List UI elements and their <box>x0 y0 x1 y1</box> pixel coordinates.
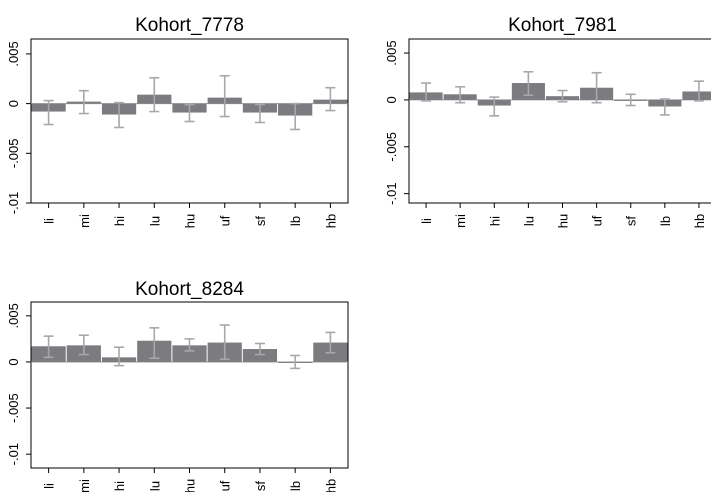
x-tick-label: uf <box>590 215 605 226</box>
x-tick-label: mi <box>77 214 92 228</box>
x-tick-label: lb <box>288 481 303 491</box>
error-bar-lb <box>290 354 301 370</box>
x-tick-label: lu <box>147 216 162 226</box>
error-bar-hu <box>557 89 568 103</box>
plot-frame <box>408 38 711 204</box>
y-tick-label: -.01 <box>384 182 399 204</box>
error-bar-li <box>43 99 54 126</box>
x-tick-label: mi <box>77 479 92 492</box>
error-bar-hu <box>184 338 195 352</box>
y-axis: .005 0 -.005 -.01 <box>6 41 31 214</box>
x-tick-label: hb <box>323 479 338 492</box>
panel-kohort-7981: Kohort_7981 .005 0 -.005 -.01 li mi hi lu hu uf s… <box>384 15 711 228</box>
error-bar-li <box>421 82 432 102</box>
error-bar-hb <box>325 331 336 354</box>
error-bar-hi <box>489 96 500 117</box>
x-tick-label: hb <box>692 214 707 228</box>
x-tick-label: sf <box>253 216 268 227</box>
error-bar-uf <box>219 324 230 360</box>
bar-hu <box>172 345 207 362</box>
x-tick-label: uf <box>218 480 233 491</box>
x-tick-label: hu <box>556 214 571 228</box>
y-tick-label: .005 <box>6 41 21 66</box>
x-axis: li mi hi lu hu uf sf lb hb <box>419 203 707 228</box>
x-tick-label: uf <box>218 215 233 226</box>
x-tick-label: li <box>419 218 434 224</box>
error-bar-hu <box>184 103 195 123</box>
y-tick-label: -.005 <box>6 138 21 168</box>
y-tick-label: -.01 <box>6 443 21 465</box>
bar-hb <box>682 91 711 100</box>
error-bar-sf <box>254 103 265 124</box>
x-tick-label: hi <box>112 481 127 491</box>
x-tick-label: lb <box>658 216 673 226</box>
error-bar-lu <box>149 327 160 360</box>
y-tick-label: -.005 <box>6 393 21 423</box>
x-tick-label: mi <box>453 214 468 228</box>
chart-title: Kohort_7981 <box>508 15 617 36</box>
plot-frame <box>30 301 349 469</box>
y-tick-label: 0 <box>6 100 21 107</box>
x-tick-label: hi <box>487 216 502 226</box>
error-bar-hi <box>114 101 125 129</box>
x-tick-label: sf <box>253 481 268 492</box>
error-bar-lu <box>523 71 534 97</box>
y-tick-label: .005 <box>384 40 399 65</box>
bar-series <box>31 324 348 370</box>
x-tick-label: lu <box>521 216 536 226</box>
error-bar-mi <box>78 334 89 356</box>
x-tick-label: li <box>42 483 57 489</box>
error-bar-mi <box>455 85 466 104</box>
bar-series <box>31 74 348 131</box>
error-bar-uf <box>219 74 230 118</box>
panel-kohort-8284: Kohort_8284 .005 0 -.005 -.01 li mi hi lu hu uf s… <box>6 279 349 492</box>
y-tick-label: .005 <box>6 303 21 328</box>
error-bar-hb <box>693 80 704 102</box>
x-tick-label: hu <box>183 479 198 492</box>
error-bar-uf <box>591 71 602 104</box>
x-tick-label: lb <box>288 216 303 226</box>
y-axis: .005 0 -.005 -.01 <box>384 40 409 205</box>
chart-title: Kohort_8284 <box>135 279 244 300</box>
x-axis: li mi hi lu hu uf sf lb hb <box>42 468 338 492</box>
bar-series <box>409 71 711 117</box>
x-tick-label: hu <box>183 214 198 228</box>
x-tick-label: hb <box>323 214 338 228</box>
y-axis: .005 0 -.005 -.01 <box>6 303 31 465</box>
panel-kohort-7778: Kohort_7778 .005 0 -.005 -.01 li mi hi lu hu uf s… <box>6 15 349 228</box>
x-tick-label: hi <box>112 216 127 226</box>
y-tick-label: -.005 <box>384 132 399 162</box>
error-bar-sf <box>625 93 636 107</box>
error-bar-sf <box>254 342 265 356</box>
error-bar-mi <box>78 89 89 115</box>
error-bar-lb <box>659 98 670 116</box>
x-tick-label: sf <box>624 216 639 227</box>
y-tick-label: -.01 <box>6 192 21 214</box>
chart-title: Kohort_7778 <box>135 15 244 36</box>
error-bar-hi <box>114 346 125 367</box>
error-bar-hb <box>325 86 336 112</box>
x-axis: li mi hi lu hu uf sf lb hb <box>42 203 338 228</box>
y-tick-label: 0 <box>6 358 21 365</box>
error-bar-lu <box>149 76 160 113</box>
bar-sf <box>242 349 278 362</box>
x-tick-label: li <box>42 218 57 224</box>
y-tick-label: 0 <box>384 96 399 103</box>
x-tick-label: lu <box>147 481 162 491</box>
error-bar-li <box>43 335 54 359</box>
error-bar-lb <box>290 102 301 131</box>
